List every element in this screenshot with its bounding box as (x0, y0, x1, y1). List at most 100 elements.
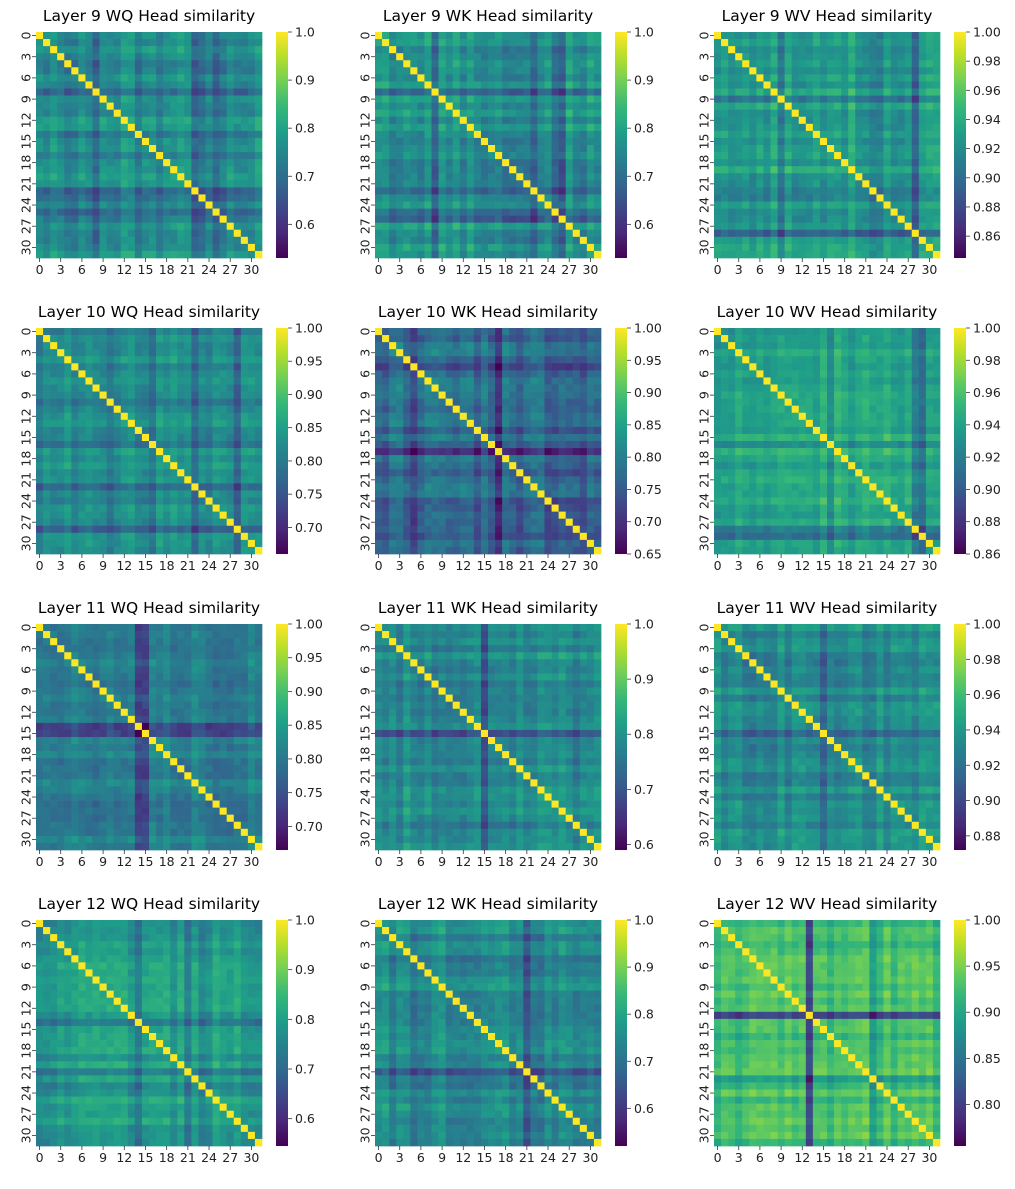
heatmap-cell (488, 377, 496, 385)
heatmap-cell (156, 483, 164, 491)
heatmap-cell (92, 398, 100, 407)
heatmap-cell (120, 95, 129, 103)
heatmap-cell (452, 137, 461, 146)
heatmap-cell (586, 39, 595, 47)
heatmap-cell (558, 173, 567, 181)
heatmap-cell (480, 370, 489, 378)
x-tick-label: 24 (201, 558, 217, 573)
heatmap-cell (438, 81, 446, 89)
heatmap-cell (488, 370, 496, 378)
heatmap-cell (714, 152, 722, 160)
heatmap-cell (205, 546, 213, 555)
heatmap-cell (120, 123, 129, 132)
heatmap-cell (904, 159, 913, 167)
heatmap-cell (495, 187, 503, 195)
heatmap-cell (113, 116, 122, 125)
heatmap-cell (431, 441, 439, 449)
colorbar-tick-label: 0.9 (634, 73, 654, 88)
heatmap-cell (247, 208, 256, 216)
heatmap-cell (438, 236, 446, 245)
heatmap-cell (149, 539, 157, 548)
heatmap-cell (812, 74, 821, 82)
heatmap-cell (149, 398, 157, 407)
heatmap-cell (932, 109, 941, 118)
heatmap-cell (375, 384, 383, 392)
heatmap-cell (756, 123, 764, 132)
heatmap-cell (205, 222, 213, 231)
heatmap-cell (156, 201, 164, 209)
heatmap-cell (445, 187, 454, 195)
heatmap-cell (770, 123, 778, 132)
heatmap-cell (735, 137, 743, 146)
heatmap-cell (156, 109, 164, 118)
heatmap-cell (495, 152, 503, 160)
heatmap-cell (770, 243, 778, 252)
heatmap-cell (163, 328, 171, 336)
heatmap-cell (78, 60, 86, 68)
heatmap-cell (763, 81, 771, 89)
heatmap-cell (466, 81, 475, 89)
heatmap-cell (480, 32, 489, 40)
heatmap-cell (749, 173, 757, 181)
heatmap-cell (57, 187, 65, 195)
heatmap-cell (424, 159, 432, 167)
heatmap-cell (396, 426, 404, 435)
heatmap-cell (403, 67, 411, 75)
heatmap-cell (170, 180, 178, 188)
heatmap-cell (106, 46, 115, 54)
heatmap-cell (57, 525, 65, 534)
heatmap-cell (170, 377, 178, 385)
heatmap-cell (219, 462, 228, 470)
heatmap-cell (375, 123, 383, 132)
heatmap-cell (170, 448, 178, 456)
heatmap-cell (805, 159, 814, 167)
heatmap-cell (36, 180, 44, 188)
heatmap-cell (565, 32, 574, 40)
heatmap-cell (113, 455, 122, 463)
heatmap-cell (127, 433, 136, 442)
heatmap-cell (424, 194, 432, 202)
heatmap-cell (749, 32, 757, 40)
heatmap-cell (565, 67, 574, 75)
heatmap-cell (925, 152, 934, 160)
heatmap-cell (819, 53, 828, 61)
heatmap-cell (50, 419, 58, 428)
heatmap-cell (495, 222, 503, 231)
heatmap-cell (502, 166, 510, 174)
heatmap-cell (226, 419, 235, 428)
heatmap-cell (749, 166, 757, 174)
heatmap-cell (375, 328, 383, 336)
heatmap-cell (848, 215, 856, 224)
heatmap-cell (438, 137, 446, 146)
heatmap-cell (431, 166, 439, 174)
heatmap-cell (198, 448, 206, 456)
heatmap-cell (205, 123, 213, 132)
heatmap-cell (714, 236, 722, 245)
heatmap-cell (431, 342, 439, 350)
heatmap-cell (841, 152, 849, 160)
heatmap-cell (459, 201, 468, 209)
heatmap-cell (488, 335, 496, 343)
heatmap-cell (452, 243, 461, 252)
heatmap-cell (509, 53, 517, 61)
heatmap-cell (92, 377, 100, 385)
heatmap-cell (841, 222, 849, 231)
heatmap-cell (149, 88, 157, 96)
heatmap-cell (36, 166, 44, 174)
heatmap-cell (586, 243, 595, 252)
heatmap-cell (78, 46, 86, 54)
heatmap-cell (473, 455, 482, 463)
heatmap-cell (530, 53, 538, 61)
heatmap-cell (382, 123, 390, 132)
heatmap-cell (247, 116, 256, 125)
heatmap-cell (149, 441, 157, 449)
heatmap-cell (537, 250, 545, 259)
heatmap-cell (170, 483, 178, 491)
heatmap-cell (149, 187, 157, 195)
heatmap-cell (798, 159, 807, 167)
heatmap-cell (749, 123, 757, 132)
heatmap-cell (410, 137, 418, 146)
heatmap-cell (509, 412, 517, 421)
heatmap-cell (410, 32, 418, 40)
heatmap-cell (240, 194, 249, 202)
